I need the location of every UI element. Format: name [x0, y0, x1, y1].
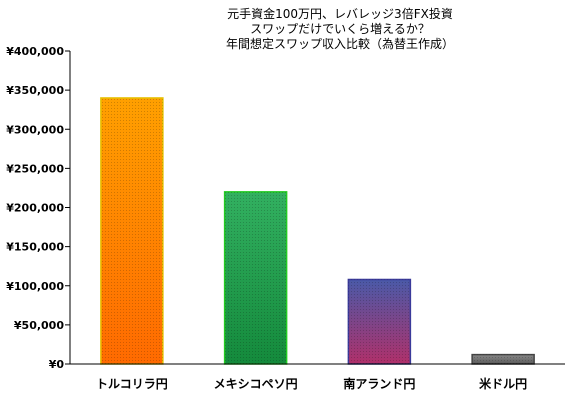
x-category-label: 南アランド円: [343, 376, 415, 391]
bar-texture-4: [472, 354, 535, 364]
y-tick-label: ¥150,000: [6, 241, 64, 254]
y-tick-label: ¥50,000: [14, 319, 64, 332]
y-tick-label: ¥100,000: [6, 280, 64, 293]
x-category-label: トルコリラ円: [96, 377, 168, 391]
y-tick-label: ¥350,000: [6, 84, 64, 97]
x-category-label: メキシコペソ円: [214, 377, 298, 391]
y-tick-label: ¥0: [49, 358, 65, 371]
y-tick-label: ¥250,000: [6, 162, 64, 175]
chart-title-line-2: スワップだけでいくら増えるか？: [250, 22, 430, 36]
bar-texture-1: [100, 97, 163, 364]
chart-title-line-1: 元手資金100万円、レバレッジ3倍FX投資: [227, 7, 453, 21]
x-category-label: 米ドル円: [479, 376, 527, 391]
y-tick-label: ¥400,000: [6, 45, 64, 58]
bar-texture-3: [348, 279, 411, 364]
bar-texture-2: [224, 191, 287, 364]
y-tick-label: ¥200,000: [6, 202, 64, 215]
chart-title-line-3: 年間想定スワップ収入比較（為替王作成）: [225, 37, 454, 51]
y-tick-label: ¥300,000: [6, 123, 64, 136]
